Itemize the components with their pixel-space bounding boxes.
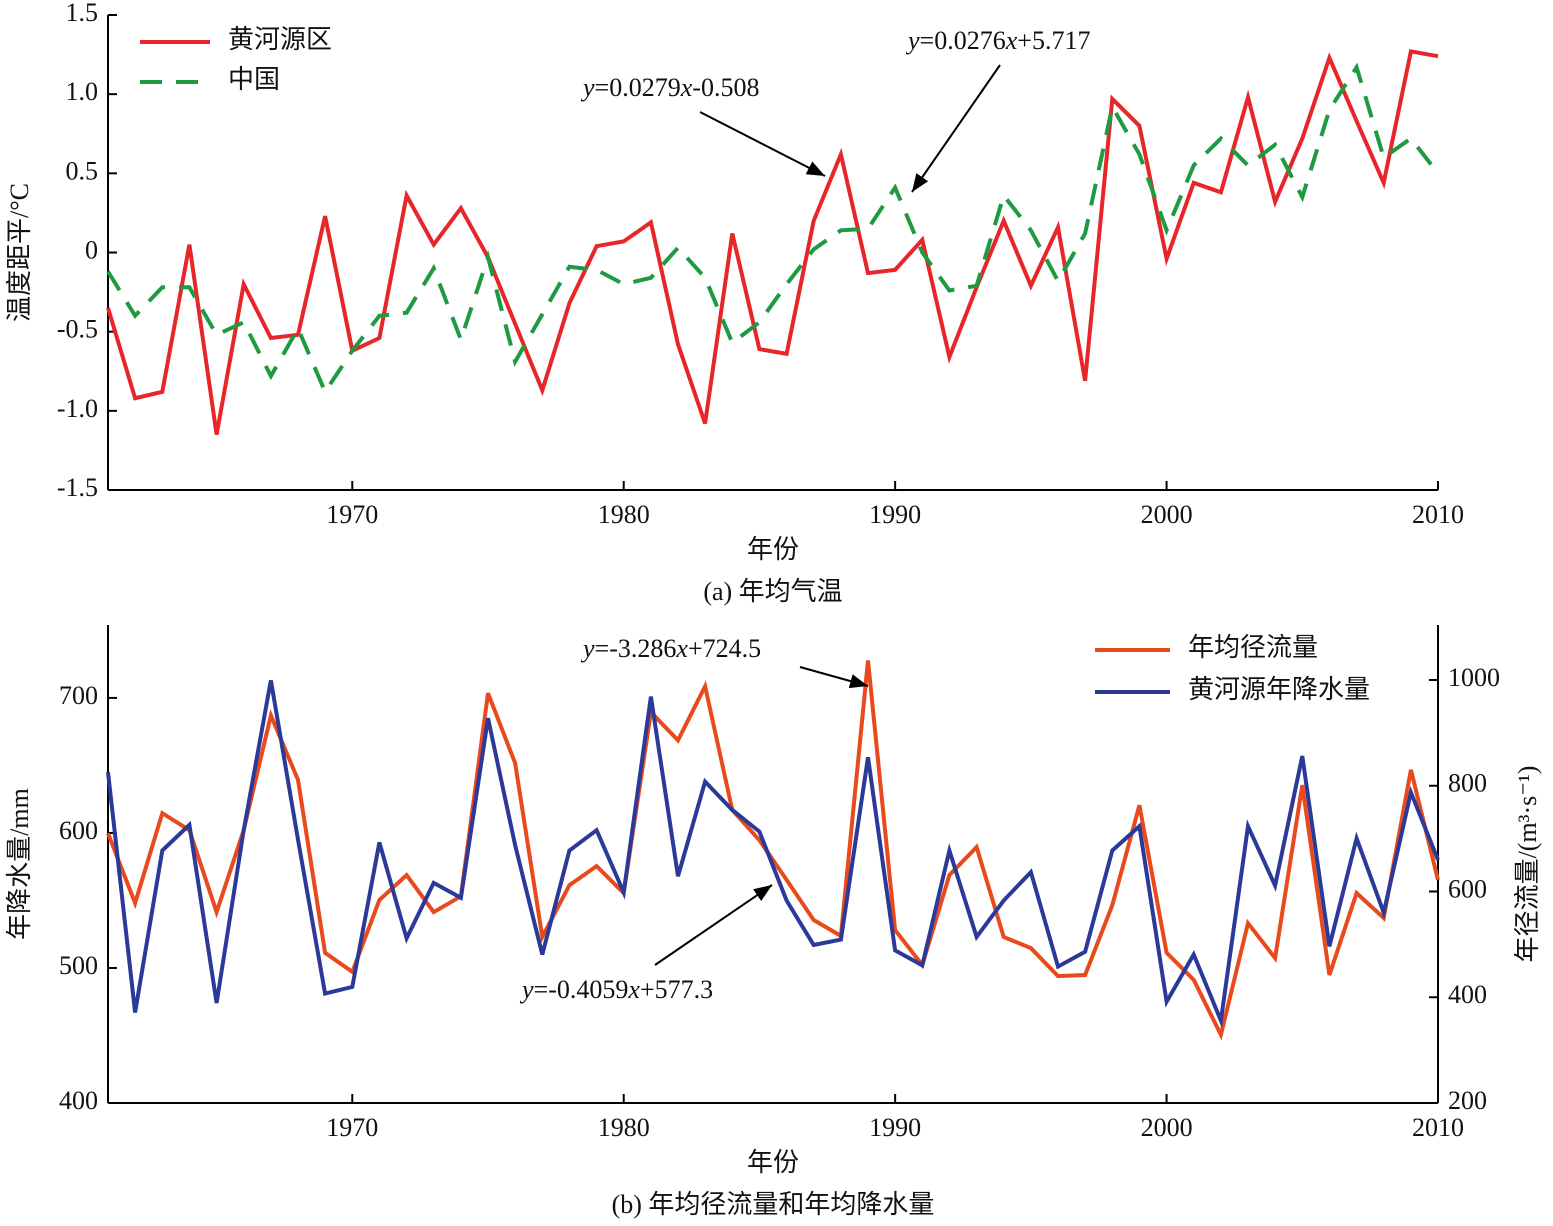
annotation: y=-0.4059x+577.3	[519, 975, 713, 1004]
x-tick-label: 1990	[869, 500, 921, 529]
x-tick-label: 2000	[1141, 500, 1193, 529]
y-tick-label: 400	[59, 1086, 98, 1115]
annotation: y=-3.286x+724.5	[580, 634, 761, 663]
y-tick-label: 600	[59, 816, 98, 845]
y-tick-label: 700	[59, 681, 98, 710]
x-tick-label: 1980	[598, 1113, 650, 1142]
legend-label: 中国	[228, 65, 280, 94]
series-line	[106, 49, 1439, 435]
y-tick-label: 1.5	[66, 0, 99, 27]
y2-tick-label: 400	[1448, 980, 1487, 1009]
y-tick-label: -1.0	[57, 394, 98, 423]
x-axis-label: 年份	[747, 535, 799, 564]
y-tick-label: 0	[85, 235, 98, 264]
x-tick-label: 2010	[1412, 500, 1464, 529]
series-line	[106, 660, 1440, 1041]
series-line	[106, 62, 1440, 396]
legend-label: 黄河源区	[228, 25, 332, 54]
caption: (b) 年均径流量和年均降水量	[612, 1190, 935, 1219]
y2-tick-label: 800	[1448, 769, 1487, 798]
annotation-arrow	[654, 884, 773, 966]
y2-tick-label: 1000	[1448, 663, 1500, 692]
y-axis-label: 温度距平/°C	[5, 183, 34, 322]
annotation-arrow	[911, 64, 1001, 193]
x-tick-label: 1980	[598, 500, 650, 529]
y2-tick-label: 600	[1448, 874, 1487, 903]
x-tick-label: 1970	[326, 500, 378, 529]
annotation: y=0.0276x+5.717	[905, 26, 1090, 55]
y-tick-label: 0.5	[66, 156, 99, 185]
annotation-arrow	[799, 666, 869, 689]
legend-label: 年均径流量	[1188, 633, 1318, 662]
x-tick-label: 2000	[1141, 1113, 1193, 1142]
x-tick-label: 2010	[1412, 1113, 1464, 1142]
x-tick-label: 1990	[869, 1113, 921, 1142]
y-tick-label: -1.5	[57, 473, 98, 502]
y2-axis-label: 年径流量/(m³·s⁻¹)	[1513, 766, 1542, 963]
annotation: y=0.0279x-0.508	[580, 73, 759, 102]
series-line	[106, 680, 1440, 1029]
caption: (a) 年均气温	[703, 577, 842, 606]
y-axis-label: 年降水量/mm	[5, 788, 34, 940]
x-tick-label: 1970	[326, 1113, 378, 1142]
x-axis-label: 年份	[747, 1148, 799, 1177]
y2-tick-label: 200	[1448, 1086, 1487, 1115]
annotation-arrow	[699, 111, 826, 177]
legend-label: 黄河源年降水量	[1188, 675, 1370, 704]
y-tick-label: -0.5	[57, 315, 98, 344]
y-tick-label: 1.0	[66, 77, 99, 106]
y-tick-label: 500	[59, 951, 98, 980]
